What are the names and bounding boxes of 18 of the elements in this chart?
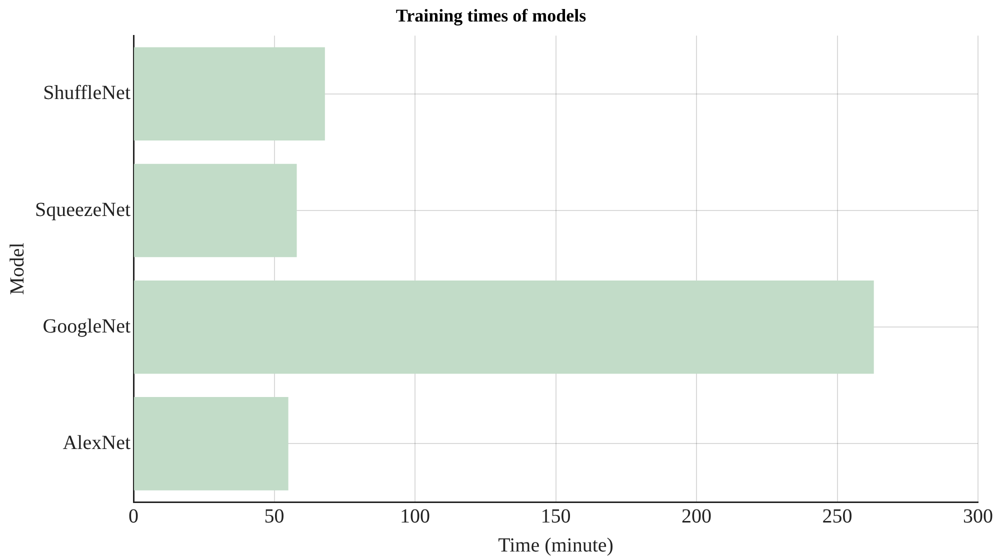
bar	[134, 280, 874, 374]
bar	[134, 164, 297, 258]
x-tick-label: 150	[540, 505, 571, 528]
x-tick-label: 250	[822, 505, 852, 528]
x-tick-label: 50	[264, 505, 284, 528]
x-axis-title: Time (minute)	[498, 534, 614, 556]
x-tick-label: 100	[400, 505, 430, 528]
chart-title: Training times of models	[396, 5, 586, 26]
y-axis-title: Model	[6, 242, 28, 295]
y-tick-label: GoogleNet	[42, 315, 131, 338]
y-tick-label: AlexNet	[62, 432, 131, 454]
x-tick-label: 300	[963, 505, 993, 528]
y-tick-label: SqueezeNet	[34, 198, 131, 221]
bar	[134, 397, 288, 490]
x-tick-label: 0	[128, 505, 139, 528]
y-tick-label: ShuffleNet	[43, 82, 131, 104]
x-tick-label: 200	[682, 505, 712, 528]
bar	[134, 47, 325, 141]
